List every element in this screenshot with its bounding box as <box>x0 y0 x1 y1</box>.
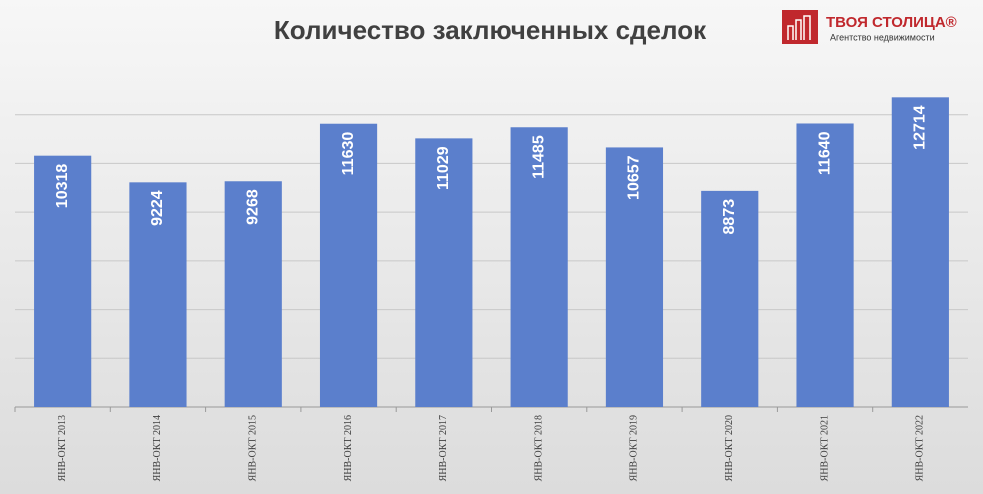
x-tick-label: ЯНВ-ОКТ 2016 <box>343 415 354 481</box>
bar <box>129 182 187 407</box>
x-tick-label: ЯНВ-ОКТ 2022 <box>915 415 926 481</box>
x-tick-label: ЯНВ-ОКТ 2019 <box>629 415 640 481</box>
x-tick-label: ЯНВ-ОКТ 2013 <box>57 415 68 481</box>
value-label: 9268 <box>244 189 261 225</box>
value-label: 11485 <box>530 135 547 179</box>
value-label: 9224 <box>149 190 166 226</box>
value-label: 12714 <box>912 105 929 150</box>
x-tick-label: ЯНВ-ОКТ 2021 <box>819 415 830 481</box>
value-label: 8873 <box>721 199 738 235</box>
bar <box>891 97 949 407</box>
x-tick-label: ЯНВ-ОКТ 2018 <box>533 415 544 481</box>
bar <box>796 123 854 408</box>
logo-tagline: Агентство недвижимости <box>830 32 935 42</box>
bar <box>224 181 282 407</box>
bar <box>510 127 568 408</box>
logo-icon-buildings <box>787 15 811 40</box>
chart-title: Количество заключенных сделок <box>274 15 707 45</box>
x-tick-label: ЯНВ-ОКТ 2020 <box>724 415 735 481</box>
value-label: 11029 <box>435 146 452 190</box>
value-label: 10318 <box>54 164 71 209</box>
value-label: 11630 <box>340 132 357 176</box>
bar <box>34 155 92 407</box>
x-tick-label: ЯНВ-ОКТ 2017 <box>438 415 449 481</box>
value-label: 10657 <box>626 155 643 200</box>
value-label: 11640 <box>816 131 833 175</box>
bar <box>605 147 664 407</box>
x-tick-label: ЯНВ-ОКТ 2014 <box>152 415 163 481</box>
bar <box>415 138 473 408</box>
bar <box>701 190 759 407</box>
x-tick-label: ЯНВ-ОКТ 2015 <box>248 415 259 481</box>
logo-name: ТВОЯ СТОЛИЦА® <box>826 14 957 31</box>
logo: ТВОЯ СТОЛИЦА® Агентство недвижимости <box>782 10 957 44</box>
bar <box>319 123 378 407</box>
